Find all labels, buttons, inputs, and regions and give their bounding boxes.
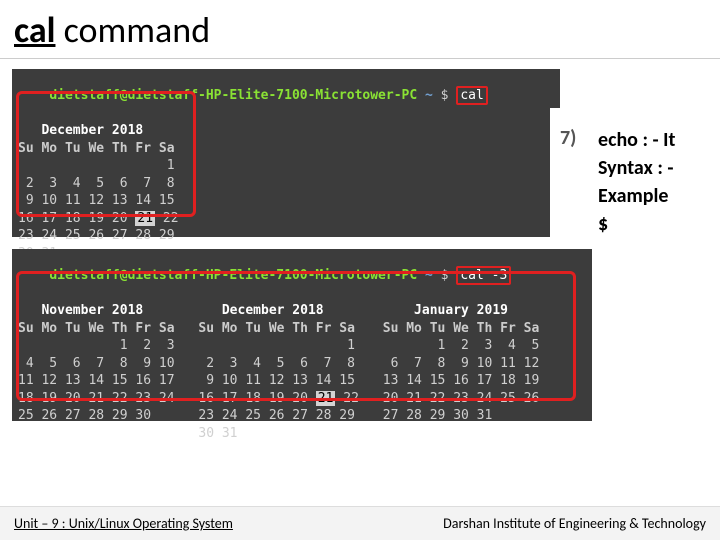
title-divider <box>0 58 720 59</box>
slide-footer: Unit – 9 : Unix/Linux Operating System D… <box>0 506 720 540</box>
prompt-host: dietstaff-HP-Elite-7100-Microtower-PC <box>128 88 418 103</box>
prompt-at: @ <box>120 88 128 103</box>
prompt-path-2: ~ <box>425 268 433 283</box>
footer-left: Unit – 9 : Unix/Linux Operating System <box>14 515 233 532</box>
calendar-jan-2019: January 2019 Su Mo Tu We Th Fr Sa 1 2 3 … <box>383 302 540 442</box>
side-document-fragment: 7) echo : - It Syntax : - Example $ <box>550 108 720 248</box>
calendar-dec-2018: December 2018 Su Mo Tu We Th Fr Sa 1 2 3… <box>18 122 179 262</box>
command-cal: cal <box>456 86 487 105</box>
footer-right: Darshan Institute of Engineering & Techn… <box>443 515 706 532</box>
side-line-3: Example <box>598 182 675 210</box>
terminal-cal-single: dietstaff@dietstaff-HP-Elite-7100-Microt… <box>12 69 560 237</box>
prompt-dollar-2: $ <box>441 268 449 283</box>
page-title: cal command <box>0 0 720 56</box>
calendar-nov-2018: November 2018 Su Mo Tu We Th Fr Sa 1 2 3… <box>18 302 175 442</box>
terminal-cal-three: dietstaff@dietstaff-HP-Elite-7100-Microt… <box>12 249 592 421</box>
side-text: echo : - It Syntax : - Example $ <box>598 126 675 238</box>
prompt-user-2: dietstaff <box>49 268 119 283</box>
prompt-host-2: dietstaff-HP-Elite-7100-Microtower-PC <box>128 268 418 283</box>
side-line-2: Syntax : - <box>598 154 675 182</box>
prompt-line-1: dietstaff@dietstaff-HP-Elite-7100-Microt… <box>12 69 560 118</box>
command-cal-3: cal -3 <box>456 266 511 285</box>
prompt-line-2: dietstaff@dietstaff-HP-Elite-7100-Microt… <box>12 249 592 298</box>
calendar-output-1: December 2018 Su Mo Tu We Th Fr Sa 1 2 3… <box>12 118 560 270</box>
side-number: 7) <box>560 126 576 150</box>
calendar-dec-2018-b: December 2018 Su Mo Tu We Th Fr Sa 1 2 3… <box>198 302 359 442</box>
title-rest: command <box>55 8 210 52</box>
side-line-4: $ <box>598 210 675 238</box>
title-bold: cal <box>14 8 55 52</box>
prompt-at-2: @ <box>120 268 128 283</box>
prompt-user: dietstaff <box>49 88 119 103</box>
prompt-dollar: $ <box>441 88 449 103</box>
calendar-output-2: November 2018 Su Mo Tu We Th Fr Sa 1 2 3… <box>12 298 592 450</box>
prompt-path: ~ <box>425 88 433 103</box>
side-line-1: echo : - It <box>598 126 675 154</box>
